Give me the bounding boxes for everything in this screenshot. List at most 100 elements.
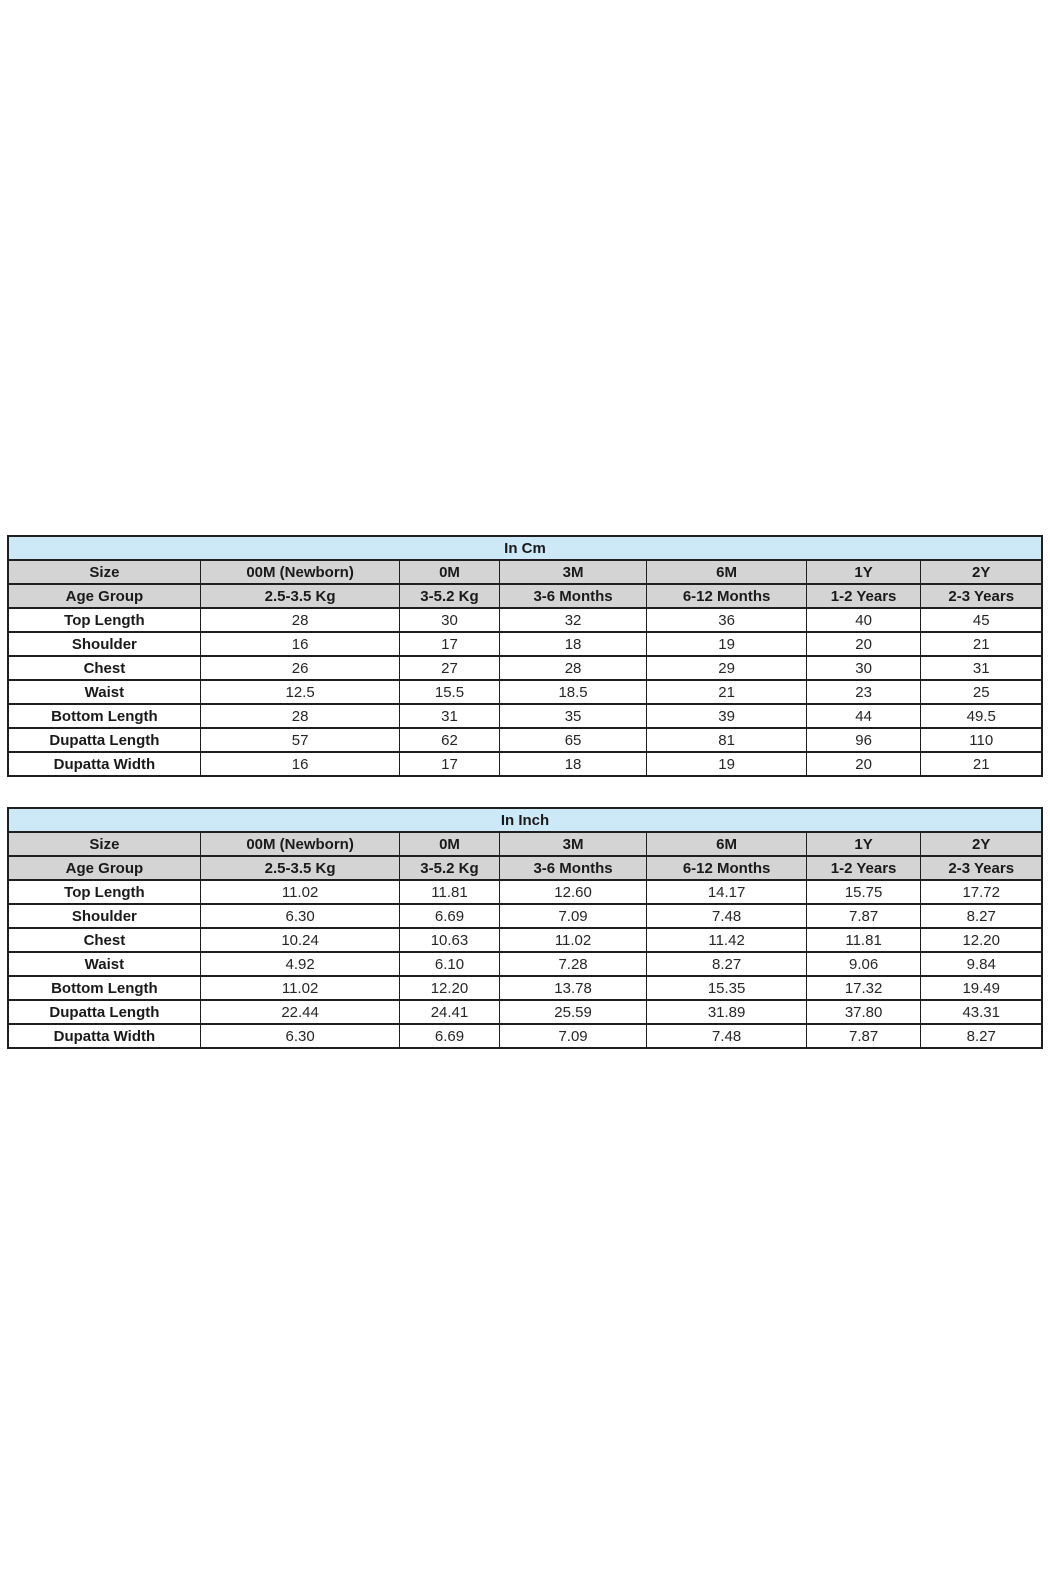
size-col-header: 00M (Newborn) <box>199 559 401 585</box>
age-col-header: 6-12 Months <box>646 583 807 609</box>
measurement-value: 30 <box>805 655 922 681</box>
measurement-value: 10.24 <box>199 927 401 953</box>
measurement-value: 65 <box>498 727 648 753</box>
measurement-label: Dupatta Length <box>7 999 201 1025</box>
size-col-header: 1Y <box>805 831 922 857</box>
measurement-value: 44 <box>805 703 922 729</box>
measurement-value: 6.69 <box>399 1023 500 1049</box>
measurement-value: 35 <box>498 703 648 729</box>
measurement-label: Bottom Length <box>7 975 201 1001</box>
measurement-value: 15.75 <box>805 879 922 905</box>
age-row-label: Age Group <box>7 855 201 881</box>
measurement-value: 11.42 <box>646 927 807 953</box>
measurement-label: Waist <box>7 951 201 977</box>
measurement-value: 45 <box>920 607 1043 633</box>
age-col-header: 1-2 Years <box>805 855 922 881</box>
measurement-value: 11.02 <box>199 879 401 905</box>
measurement-label: Chest <box>7 655 201 681</box>
size-col-header: 3M <box>498 559 648 585</box>
measurement-label: Dupatta Width <box>7 1023 201 1049</box>
measurement-label: Dupatta Length <box>7 727 201 753</box>
measurement-value: 24.41 <box>399 999 500 1025</box>
measurement-label: Shoulder <box>7 903 201 929</box>
measurement-value: 28 <box>498 655 648 681</box>
measurement-value: 9.06 <box>805 951 922 977</box>
measurement-value: 12.60 <box>498 879 648 905</box>
measurement-value: 20 <box>805 631 922 657</box>
size-row-label: Size <box>7 559 201 585</box>
measurement-value: 25.59 <box>498 999 648 1025</box>
measurement-value: 21 <box>646 679 807 705</box>
measurement-value: 8.27 <box>646 951 807 977</box>
measurement-value: 21 <box>920 631 1043 657</box>
measurement-value: 28 <box>199 607 401 633</box>
age-col-header: 6-12 Months <box>646 855 807 881</box>
age-col-header: 1-2 Years <box>805 583 922 609</box>
measurement-value: 32 <box>498 607 648 633</box>
age-col-header: 3-5.2 Kg <box>399 583 500 609</box>
measurement-value: 14.17 <box>646 879 807 905</box>
measurement-value: 30 <box>399 607 500 633</box>
size-col-header: 2Y <box>920 831 1043 857</box>
size-col-header: 3M <box>498 831 648 857</box>
measurement-value: 11.02 <box>199 975 401 1001</box>
size-col-header: 6M <box>646 831 807 857</box>
measurement-value: 11.02 <box>498 927 648 953</box>
measurement-value: 8.27 <box>920 1023 1043 1049</box>
measurement-value: 110 <box>920 727 1043 753</box>
measurement-value: 15.35 <box>646 975 807 1001</box>
measurement-value: 43.31 <box>920 999 1043 1025</box>
measurement-value: 37.80 <box>805 999 922 1025</box>
measurement-label: Top Length <box>7 607 201 633</box>
measurement-value: 81 <box>646 727 807 753</box>
measurement-value: 36 <box>646 607 807 633</box>
measurement-label: Shoulder <box>7 631 201 657</box>
size-col-header: 2Y <box>920 559 1043 585</box>
measurement-value: 31 <box>920 655 1043 681</box>
measurement-value: 39 <box>646 703 807 729</box>
age-col-header: 2.5-3.5 Kg <box>199 583 401 609</box>
age-col-header: 2-3 Years <box>920 855 1043 881</box>
age-col-header: 3-6 Months <box>498 855 648 881</box>
measurement-value: 16 <box>199 631 401 657</box>
measurement-label: Bottom Length <box>7 703 201 729</box>
measurement-value: 96 <box>805 727 922 753</box>
measurement-value: 6.10 <box>399 951 500 977</box>
measurement-value: 17 <box>399 751 500 777</box>
measurement-value: 4.92 <box>199 951 401 977</box>
age-col-header: 3-6 Months <box>498 583 648 609</box>
measurement-label: Waist <box>7 679 201 705</box>
measurement-label: Dupatta Width <box>7 751 201 777</box>
measurement-value: 19 <box>646 751 807 777</box>
measurement-value: 17.72 <box>920 879 1043 905</box>
size-table-cm: In Cm Size 00M (Newborn) 0M 3M 6M 1Y 2Y Age Grou… <box>7 535 1043 777</box>
measurement-value: 28 <box>199 703 401 729</box>
measurement-value: 13.78 <box>498 975 648 1001</box>
measurement-value: 11.81 <box>399 879 500 905</box>
measurement-value: 25 <box>920 679 1043 705</box>
measurement-label: Chest <box>7 927 201 953</box>
measurement-value: 57 <box>199 727 401 753</box>
table-title: In Inch <box>7 807 1043 833</box>
measurement-value: 19.49 <box>920 975 1043 1001</box>
measurement-value: 17 <box>399 631 500 657</box>
measurement-value: 9.84 <box>920 951 1043 977</box>
measurement-value: 62 <box>399 727 500 753</box>
size-col-header: 0M <box>399 559 500 585</box>
measurement-label: Top Length <box>7 879 201 905</box>
measurement-value: 6.30 <box>199 1023 401 1049</box>
measurement-value: 31.89 <box>646 999 807 1025</box>
measurement-value: 17.32 <box>805 975 922 1001</box>
measurement-value: 31 <box>399 703 500 729</box>
age-col-header: 2-3 Years <box>920 583 1043 609</box>
measurement-value: 7.48 <box>646 1023 807 1049</box>
measurement-value: 7.87 <box>805 903 922 929</box>
measurement-value: 16 <box>199 751 401 777</box>
size-row-label: Size <box>7 831 201 857</box>
measurement-value: 6.30 <box>199 903 401 929</box>
size-col-header: 1Y <box>805 559 922 585</box>
measurement-value: 49.5 <box>920 703 1043 729</box>
measurement-value: 6.69 <box>399 903 500 929</box>
measurement-value: 21 <box>920 751 1043 777</box>
